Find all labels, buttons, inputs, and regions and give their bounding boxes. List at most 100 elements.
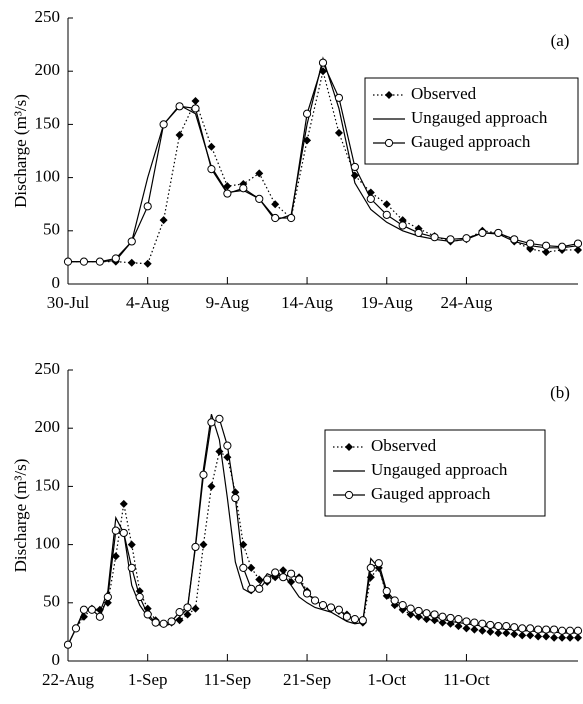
point-marker: [494, 629, 503, 638]
point-marker: [159, 216, 168, 225]
point-marker: [111, 526, 120, 535]
point-marker: [223, 182, 232, 191]
series-line: [68, 56, 579, 263]
point-marker: [127, 237, 136, 246]
point-marker: [446, 613, 455, 623]
point-marker: [454, 622, 463, 631]
point-marker: [334, 128, 343, 137]
point-marker: [287, 213, 296, 223]
point-marker: [231, 488, 240, 497]
point-marker: [79, 605, 89, 614]
point-marker: [398, 601, 407, 610]
point-marker: [345, 443, 353, 451]
x-tick-label: 21-Sep: [283, 670, 331, 689]
point-marker: [438, 612, 447, 621]
point-marker: [534, 632, 543, 641]
point-marker: [502, 621, 511, 631]
panel-annotation: (b): [550, 383, 570, 402]
point-marker: [470, 618, 479, 627]
y-tick-label: 0: [52, 650, 61, 669]
point-marker: [302, 109, 312, 118]
point-marker: [63, 257, 73, 266]
x-tick-label: 19-Aug: [361, 293, 413, 312]
point-marker: [374, 559, 383, 568]
panel: 0 50 100 150 200 250 30-Jul 4-Aug 9-Aug 14-Aug 19-…: [11, 7, 583, 312]
point-marker: [111, 552, 120, 561]
x-tick-label: 11-Oct: [443, 670, 490, 689]
point-marker: [414, 228, 423, 238]
point-marker: [534, 625, 543, 634]
y-tick-label: 150: [35, 113, 61, 132]
x-tick-label: 11-Sep: [204, 670, 252, 689]
point-marker: [494, 228, 503, 238]
point-marker: [199, 470, 208, 479]
point-marker: [287, 569, 296, 578]
point-marker: [95, 257, 104, 266]
y-tick-label: 250: [35, 7, 61, 26]
point-marker: [565, 626, 575, 635]
point-marker: [175, 131, 184, 140]
point-marker: [175, 608, 184, 617]
point-marker: [127, 540, 136, 549]
point-marker: [486, 620, 495, 630]
y-axis-label: Discharge (m³/s): [11, 459, 30, 573]
point-marker: [462, 624, 471, 633]
point-marker: [143, 202, 152, 211]
point-marker: [255, 575, 264, 584]
point-marker: [390, 596, 399, 605]
y-tick-label: 200: [35, 417, 61, 436]
point-marker: [87, 605, 97, 614]
point-marker: [334, 605, 344, 614]
legend-box: [364, 77, 579, 165]
point-marker: [302, 589, 312, 598]
point-marker: [159, 120, 168, 129]
point-marker: [215, 414, 224, 423]
point-marker: [470, 625, 479, 634]
point-marker: [542, 248, 551, 257]
point-marker: [358, 616, 367, 625]
point-marker: [382, 210, 391, 219]
point-marker: [263, 575, 272, 584]
point-marker: [549, 625, 559, 634]
x-tick-label: 24-Aug: [440, 293, 492, 312]
point-marker: [207, 418, 216, 427]
point-marker: [271, 568, 280, 577]
point-marker: [542, 632, 551, 641]
point-marker: [119, 499, 128, 508]
point-marker: [486, 627, 495, 636]
point-marker: [223, 189, 232, 198]
y-tick-label: 50: [43, 592, 60, 611]
point-marker: [294, 575, 304, 584]
point-marker: [207, 142, 216, 151]
point-marker: [111, 254, 120, 263]
point-marker: [398, 221, 407, 230]
point-marker: [414, 612, 423, 621]
point-marker: [103, 592, 112, 602]
point-marker: [207, 482, 216, 491]
point-marker: [573, 626, 583, 635]
point-marker: [478, 619, 487, 628]
y-tick-label: 100: [35, 534, 61, 553]
point-marker: [573, 239, 583, 248]
point-marker: [119, 528, 128, 538]
point-marker: [239, 563, 248, 572]
x-tick-label: 1-Oct: [367, 670, 406, 689]
x-tick-label: 30-Jul: [47, 293, 90, 312]
point-marker: [271, 213, 280, 223]
point-marker: [318, 58, 328, 67]
x-tick-label: 14-Aug: [281, 293, 333, 312]
point-marker: [191, 96, 200, 105]
point-marker: [430, 610, 439, 619]
legend-label: Ungauged approach: [411, 108, 548, 127]
point-marker: [239, 184, 248, 193]
y-tick-label: 150: [35, 475, 61, 494]
point-marker: [287, 577, 296, 586]
y-tick-label: 100: [35, 167, 61, 186]
point-marker: [159, 619, 168, 628]
x-tick-label: 22-Aug: [42, 670, 94, 689]
point-marker: [430, 616, 439, 625]
legend-label: Ungauged approach: [371, 460, 508, 479]
point-marker: [183, 603, 192, 612]
point-marker: [151, 618, 160, 627]
